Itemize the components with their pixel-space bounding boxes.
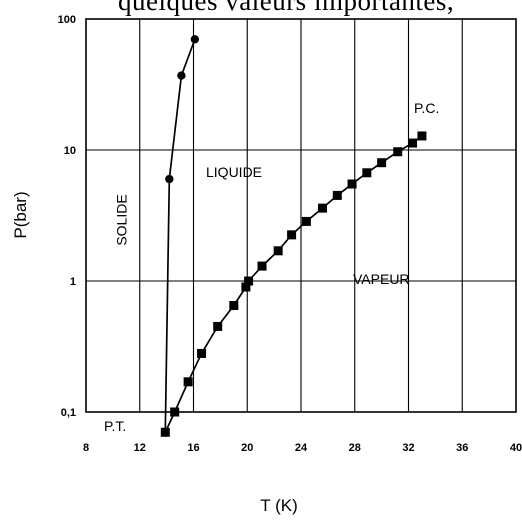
vaporization-point-marker <box>332 190 342 200</box>
melting-point-marker <box>165 174 174 184</box>
vaporization-point-marker <box>362 168 372 178</box>
annotation-solide: SOLIDE <box>114 194 130 245</box>
melting-point-marker <box>177 71 186 80</box>
annotation-triple-point: P.T. <box>104 418 126 434</box>
top-text: quelques valeurs importantes, <box>118 0 455 16</box>
melting-curve-line <box>164 38 196 433</box>
annotation-vapeur: VAPEUR <box>353 271 410 287</box>
vaporization-point-marker <box>213 321 223 331</box>
y-tick-label: 0,1 <box>61 407 76 419</box>
vaporization-point-marker <box>170 407 180 417</box>
x-axis-label: T (K) <box>260 496 297 515</box>
y-tick-labels: 0,1 1 10 100 <box>58 14 76 419</box>
grid-lines <box>86 19 516 413</box>
x-tick-labels: 8 12 16 20 24 28 32 36 40 <box>83 442 522 454</box>
y-axis-label: P(bar) <box>11 191 30 238</box>
vaporization-point-marker <box>301 216 311 226</box>
plot-frame <box>85 18 517 413</box>
x-tick-label: 20 <box>241 442 253 454</box>
y-tick-label: 1 <box>70 276 76 288</box>
x-tick-label: 32 <box>402 442 414 454</box>
vaporization-point-marker <box>197 348 207 358</box>
vaporization-point-marker <box>229 301 239 311</box>
x-tick-label: 24 <box>295 442 308 454</box>
vaporization-point-marker <box>377 158 387 168</box>
vaporization-point-marker <box>183 377 193 387</box>
x-tick-label: 40 <box>510 442 522 454</box>
annotation-critical-point: P.C. <box>414 100 439 116</box>
series-markers <box>160 35 427 437</box>
melting-point-marker <box>190 35 200 44</box>
vaporization-point-marker <box>417 131 427 141</box>
vaporization-point-marker <box>318 203 327 213</box>
top-text-fragment: quelques valeurs importantes, <box>0 0 522 22</box>
vaporization-point-marker <box>273 246 283 256</box>
vaporization-point-marker <box>160 427 170 437</box>
vaporization-point-marker <box>244 276 254 286</box>
vaporization-point-marker <box>257 261 267 271</box>
y-tick-label: 100 <box>58 14 76 26</box>
x-tick-label: 28 <box>349 442 361 454</box>
y-tick-label: 10 <box>64 145 76 157</box>
x-tick-label: 36 <box>456 442 468 454</box>
vaporization-point-marker <box>408 138 418 148</box>
x-tick-label: 8 <box>83 442 89 454</box>
annotation-liquide: LIQUIDE <box>206 164 262 180</box>
vaporization-point-marker <box>241 282 251 292</box>
x-tick-label: 12 <box>134 442 146 454</box>
vaporization-point-marker <box>287 230 297 240</box>
x-tick-label: 16 <box>187 442 199 454</box>
vaporization-point-marker <box>393 147 403 157</box>
vaporization-point-marker <box>347 179 357 189</box>
